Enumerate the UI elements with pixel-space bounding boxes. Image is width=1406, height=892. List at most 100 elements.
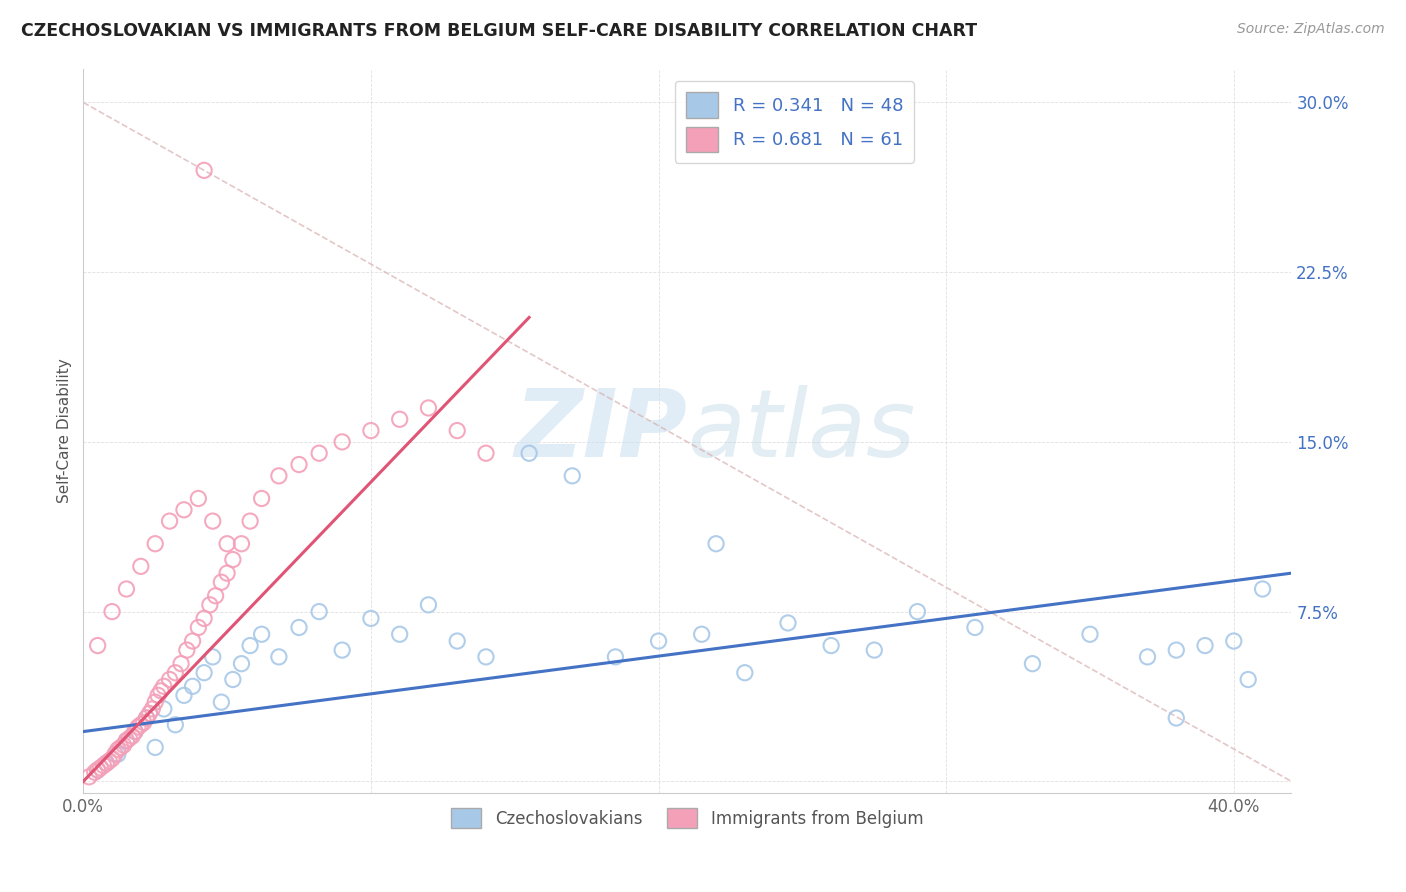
Point xyxy=(308,446,330,460)
Point xyxy=(605,649,627,664)
Point xyxy=(475,446,498,460)
Point xyxy=(86,763,108,777)
Text: CZECHOSLOVAKIAN VS IMMIGRANTS FROM BELGIUM SELF-CARE DISABILITY CORRELATION CHAR: CZECHOSLOVAKIAN VS IMMIGRANTS FROM BELGI… xyxy=(21,22,977,40)
Point xyxy=(159,673,181,687)
Point xyxy=(388,627,411,641)
Point xyxy=(388,412,411,426)
Point xyxy=(129,718,152,732)
Point xyxy=(193,163,215,178)
Point xyxy=(135,711,157,725)
Point xyxy=(110,740,132,755)
Point xyxy=(963,620,986,634)
Point xyxy=(517,446,540,460)
Point xyxy=(222,673,245,687)
Point xyxy=(143,695,166,709)
Point xyxy=(288,620,311,634)
Point xyxy=(1194,639,1216,653)
Point xyxy=(181,679,204,693)
Point xyxy=(204,589,226,603)
Point xyxy=(201,514,224,528)
Point xyxy=(193,665,215,680)
Y-axis label: Self-Care Disability: Self-Care Disability xyxy=(58,359,72,503)
Point xyxy=(143,740,166,755)
Point xyxy=(820,639,842,653)
Point xyxy=(141,702,163,716)
Point xyxy=(360,611,382,625)
Point xyxy=(250,491,273,506)
Point xyxy=(90,761,112,775)
Point xyxy=(209,575,232,590)
Point xyxy=(418,401,440,415)
Point xyxy=(121,729,143,743)
Point xyxy=(446,634,468,648)
Point xyxy=(1136,649,1159,664)
Point xyxy=(115,733,138,747)
Point xyxy=(231,657,253,671)
Point xyxy=(704,537,727,551)
Point xyxy=(165,665,187,680)
Point xyxy=(690,627,713,641)
Point xyxy=(170,657,193,671)
Text: ZIP: ZIP xyxy=(515,384,688,476)
Point xyxy=(239,514,262,528)
Point xyxy=(1021,657,1043,671)
Point xyxy=(93,758,115,772)
Text: atlas: atlas xyxy=(688,385,915,476)
Point xyxy=(222,552,245,566)
Point xyxy=(1166,643,1188,657)
Point xyxy=(198,598,221,612)
Point xyxy=(418,598,440,612)
Point xyxy=(308,605,330,619)
Point xyxy=(360,424,382,438)
Point xyxy=(96,756,118,771)
Point xyxy=(1251,582,1274,596)
Point xyxy=(143,537,166,551)
Point xyxy=(173,503,195,517)
Point xyxy=(165,718,187,732)
Point xyxy=(231,537,253,551)
Point xyxy=(446,424,468,438)
Point xyxy=(217,566,239,581)
Point xyxy=(239,639,262,653)
Point xyxy=(107,742,129,756)
Point xyxy=(776,615,799,630)
Point xyxy=(173,689,195,703)
Point xyxy=(115,582,138,596)
Point xyxy=(201,649,224,664)
Point xyxy=(96,756,118,771)
Point xyxy=(159,514,181,528)
Point xyxy=(115,733,138,747)
Point xyxy=(124,724,146,739)
Point xyxy=(101,605,124,619)
Point xyxy=(217,537,239,551)
Point xyxy=(138,706,160,721)
Point xyxy=(330,434,353,449)
Legend: Czechoslovakians, Immigrants from Belgium: Czechoslovakians, Immigrants from Belgiu… xyxy=(444,801,929,835)
Point xyxy=(250,627,273,641)
Point xyxy=(181,634,204,648)
Point xyxy=(153,679,176,693)
Point xyxy=(209,695,232,709)
Point xyxy=(86,639,108,653)
Point xyxy=(149,683,172,698)
Point xyxy=(267,468,290,483)
Point xyxy=(107,747,129,761)
Point xyxy=(77,770,100,784)
Point xyxy=(187,491,209,506)
Point xyxy=(129,559,152,574)
Point xyxy=(104,747,127,761)
Point xyxy=(86,763,108,777)
Point xyxy=(193,611,215,625)
Point xyxy=(146,689,169,703)
Point xyxy=(561,468,583,483)
Point xyxy=(135,711,157,725)
Point xyxy=(907,605,929,619)
Point xyxy=(118,731,141,746)
Point xyxy=(734,665,756,680)
Point xyxy=(187,620,209,634)
Point xyxy=(647,634,669,648)
Point xyxy=(1078,627,1101,641)
Point xyxy=(863,643,886,657)
Point xyxy=(475,649,498,664)
Point xyxy=(176,643,198,657)
